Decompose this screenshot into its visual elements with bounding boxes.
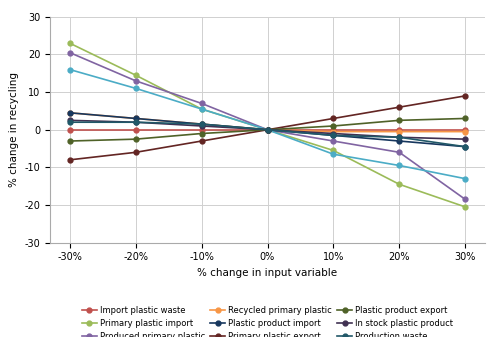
Primary plastic import — [396, 182, 402, 186]
Production waste — [132, 120, 138, 124]
Production waste — [396, 135, 402, 139]
Plastic product import — [132, 116, 138, 120]
Recycled primary plastic — [132, 116, 138, 120]
Plastic product export — [132, 137, 138, 141]
Line: Import plastic waste: Import plastic waste — [68, 127, 468, 132]
Primary plastic import — [264, 128, 270, 132]
Primary plastic export — [396, 105, 402, 109]
Import plastic waste — [132, 128, 138, 132]
In stock plastic product — [67, 118, 73, 122]
Import plastic waste — [462, 128, 468, 132]
Line: Plastic product import: Plastic product import — [68, 111, 468, 149]
Primary plastic import — [132, 73, 138, 77]
Primary plastic import — [330, 148, 336, 152]
Primary plastic import — [198, 107, 204, 111]
Import plastic waste — [198, 128, 204, 132]
Produced primary plastic — [264, 128, 270, 132]
Plastic product import — [67, 111, 73, 115]
Production waste — [264, 128, 270, 132]
Primary plastic export — [462, 94, 468, 98]
Production waste — [198, 122, 204, 126]
Line: In stock plastic product: In stock plastic product — [68, 118, 468, 142]
Plastic product export — [396, 118, 402, 122]
Y-axis label: % change in recycling: % change in recycling — [9, 72, 19, 187]
Plastic product export — [330, 124, 336, 128]
Primary plastic export — [330, 116, 336, 120]
Line: Primary plastic import: Primary plastic import — [68, 41, 468, 209]
Line: In stock primary plastic: In stock primary plastic — [68, 67, 468, 181]
In stock primary plastic — [132, 86, 138, 90]
In stock primary plastic — [264, 128, 270, 132]
Plastic product export — [67, 139, 73, 143]
Import plastic waste — [264, 128, 270, 132]
In stock primary plastic — [330, 152, 336, 156]
Import plastic waste — [67, 128, 73, 132]
In stock primary plastic — [462, 177, 468, 181]
Plastic product import — [198, 122, 204, 126]
In stock plastic product — [198, 124, 204, 128]
Production waste — [330, 133, 336, 137]
Recycled primary plastic — [264, 128, 270, 132]
Line: Produced primary plastic: Produced primary plastic — [68, 50, 468, 202]
Produced primary plastic — [198, 101, 204, 105]
In stock primary plastic — [67, 67, 73, 71]
Primary plastic import — [67, 41, 73, 45]
Line: Production waste: Production waste — [68, 120, 468, 149]
Production waste — [462, 145, 468, 149]
Import plastic waste — [396, 128, 402, 132]
Plastic product export — [462, 116, 468, 120]
Produced primary plastic — [67, 51, 73, 55]
Primary plastic export — [264, 128, 270, 132]
Import plastic waste — [330, 128, 336, 132]
Produced primary plastic — [462, 197, 468, 202]
Primary plastic export — [67, 158, 73, 162]
Plastic product import — [396, 139, 402, 143]
In stock plastic product — [264, 128, 270, 132]
Plastic product export — [198, 131, 204, 135]
In stock plastic product — [330, 131, 336, 135]
Line: Recycled primary plastic: Recycled primary plastic — [68, 111, 468, 134]
Plastic product import — [264, 128, 270, 132]
Produced primary plastic — [330, 139, 336, 143]
Plastic product import — [462, 145, 468, 149]
In stock primary plastic — [198, 107, 204, 111]
In stock primary plastic — [396, 163, 402, 167]
Legend: Import plastic waste, Primary plastic import, Produced primary plastic, In stock: Import plastic waste, Primary plastic im… — [82, 306, 454, 337]
Primary plastic export — [132, 150, 138, 154]
Primary plastic import — [462, 205, 468, 209]
Recycled primary plastic — [198, 122, 204, 126]
Recycled primary plastic — [330, 130, 336, 134]
In stock plastic product — [132, 120, 138, 124]
Recycled primary plastic — [67, 111, 73, 115]
Produced primary plastic — [396, 150, 402, 154]
Primary plastic export — [198, 139, 204, 143]
Production waste — [67, 120, 73, 124]
X-axis label: % change in input variable: % change in input variable — [198, 268, 338, 278]
In stock plastic product — [396, 135, 402, 139]
Line: Plastic product export: Plastic product export — [68, 116, 468, 144]
Recycled primary plastic — [396, 130, 402, 134]
Plastic product import — [330, 133, 336, 137]
Line: Primary plastic export: Primary plastic export — [68, 93, 468, 162]
Recycled primary plastic — [462, 130, 468, 134]
In stock plastic product — [462, 137, 468, 141]
Produced primary plastic — [132, 79, 138, 83]
Plastic product export — [264, 128, 270, 132]
